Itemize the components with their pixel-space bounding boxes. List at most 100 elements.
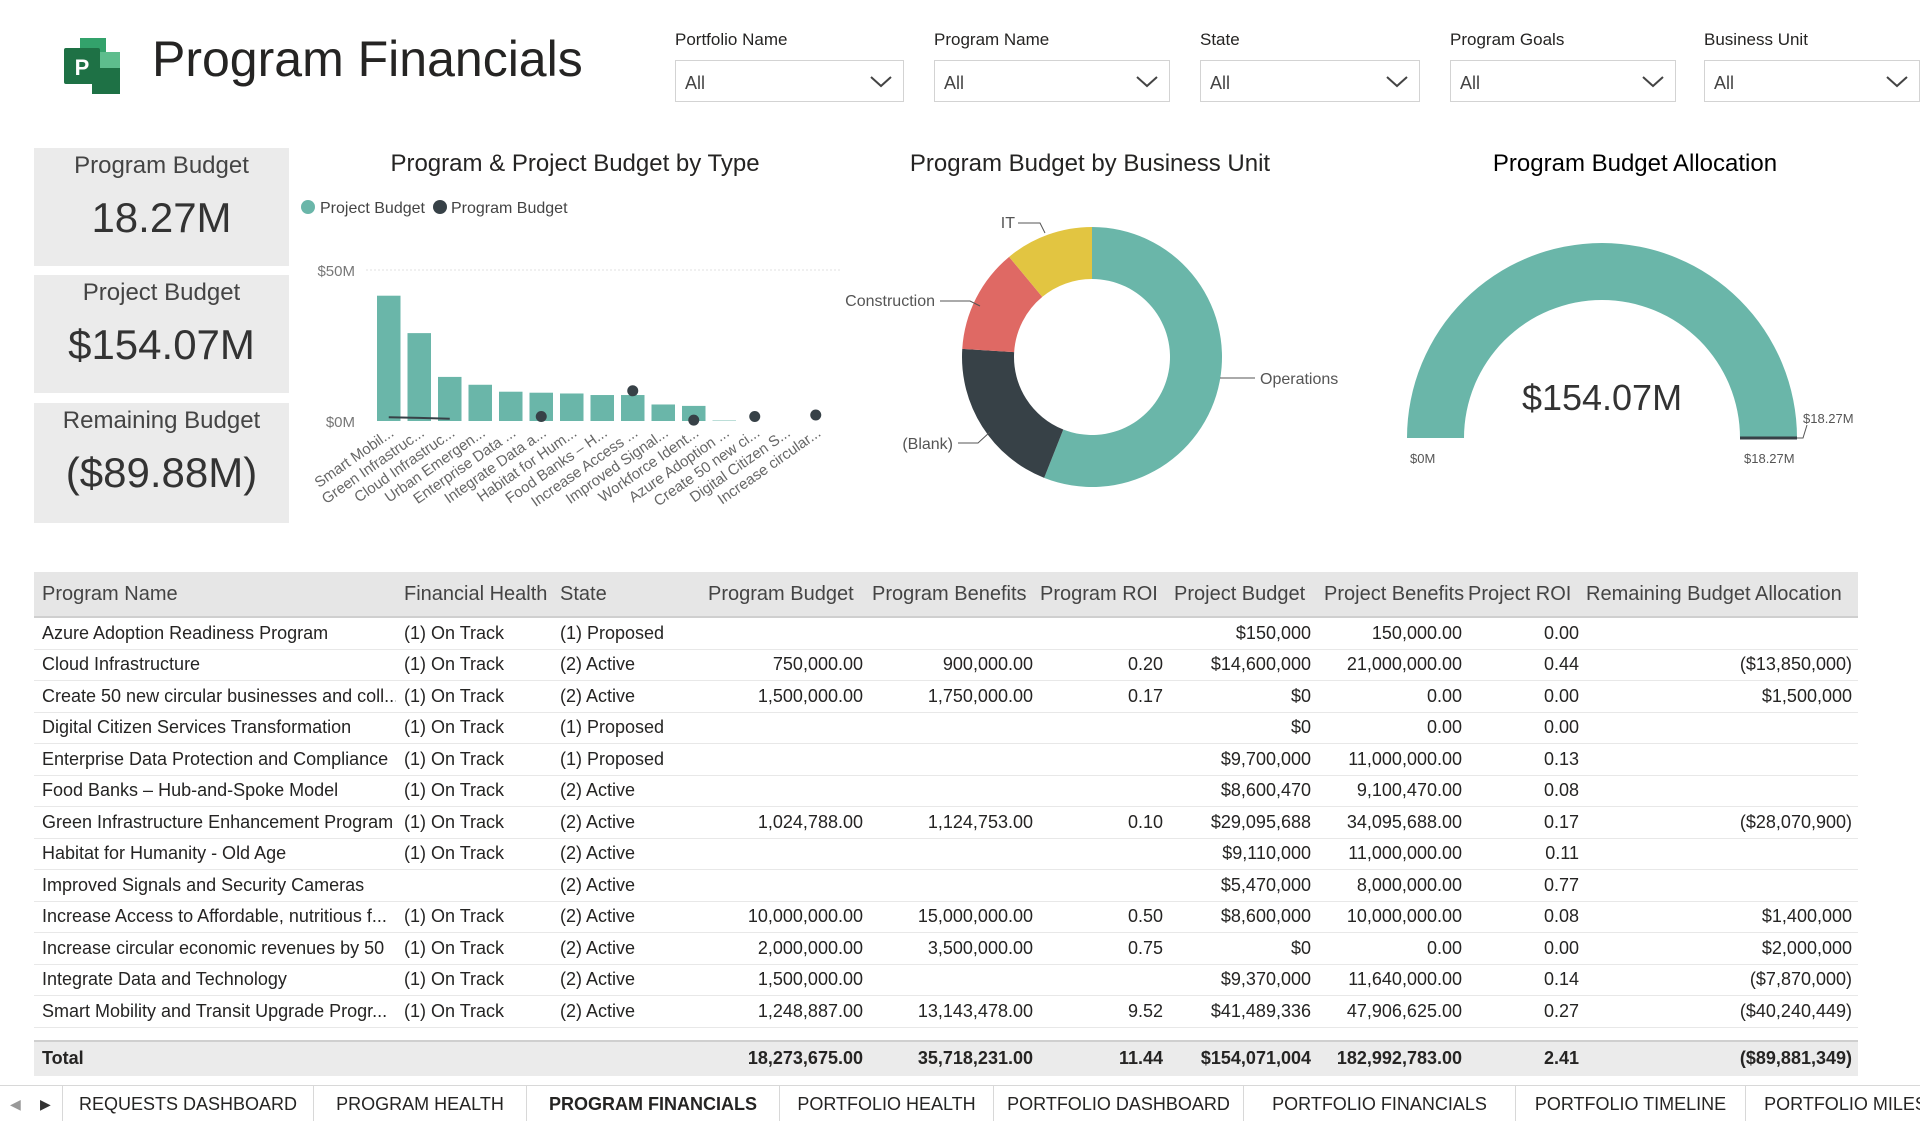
cell-program-name: Increase circular economic revenues by 5… [42,937,385,958]
cell-program-roi [1040,839,1163,870]
gauge-target-leader [1797,424,1808,439]
bar-project-budget[interactable] [499,391,523,421]
bar-project-budget[interactable] [651,404,676,421]
program-name-dropdown[interactable]: All [934,60,1170,102]
tab-requests-dashboard[interactable]: REQUESTS DASHBOARD [62,1086,314,1121]
cell-project-benefits: 150,000.00 [1371,622,1462,643]
point-program-budget[interactable] [749,410,761,422]
chevron-left-icon[interactable]: ◀ [10,1096,21,1112]
point-program-budget[interactable] [688,414,700,426]
chevron-right-icon[interactable]: ▶ [40,1096,51,1112]
dropdown-value: All [1210,73,1231,93]
slicer-business-unit: Business Unit All [1704,30,1920,102]
column-header-program-name[interactable]: Program Name [42,582,178,605]
cell-remaining-budget-allocation: $1,500,000 [1761,685,1852,706]
cell-project-benefits: 0.00 [1426,717,1462,738]
cell-remaining-budget-allocation [1586,618,1852,649]
tab-program-financials[interactable]: PROGRAM FINANCIALS [527,1086,780,1121]
cell-project-roi: 0.77 [1543,874,1579,895]
table-row[interactable]: Smart Mobility and Transit Upgrade Progr… [34,996,1858,1028]
table-row[interactable]: Cloud Infrastructure (1) On Track (2) Acti… [34,650,1858,681]
cell-state: (2) Active [560,843,636,864]
point-program-budget[interactable] [535,410,547,422]
column-header-state[interactable]: State [560,582,607,605]
bar-project-budget[interactable] [438,376,462,421]
column-header-program-budget[interactable]: Program Budget [708,582,854,605]
bar-project-budget[interactable] [560,393,584,421]
slicer-label: State [1200,30,1240,49]
table-row[interactable]: Create 50 new circular businesses and co… [34,681,1858,713]
table-row[interactable]: Food Banks – Hub-and-Spoke Model (1) On T… [34,776,1858,807]
bar-project-budget[interactable] [377,295,401,421]
donut-slice-it[interactable] [1009,227,1092,297]
donut-slice-construction[interactable] [962,256,1043,353]
gauge-chart-title: Program Budget Allocation [1492,150,1778,177]
legend-project-marker [301,200,315,214]
portfolio-name-dropdown[interactable]: All [675,60,904,102]
cell-program-budget: 1,500,000.00 [757,969,863,990]
tab-portfolio-financials[interactable]: PORTFOLIO FINANCIALS [1244,1086,1516,1121]
tab-portfolio-miles[interactable]: PORTFOLIO MILES [1746,1086,1920,1121]
point-program-budget[interactable] [810,409,822,421]
chevron-down-icon [1386,76,1408,88]
tab-portfolio-timeline[interactable]: PORTFOLIO TIMELINE [1516,1086,1746,1121]
table-row[interactable]: Habitat for Humanity - Old Age (1) On Tra… [34,839,1858,870]
table-row[interactable]: Enterprise Data Protection and Complianc… [34,744,1858,776]
column-header-project-benefits[interactable]: Project Benefits [1324,582,1465,605]
cell-program-budget: 10,000,000.00 [747,906,863,927]
table-row[interactable]: Green Infrastructure Enhancement Program… [34,807,1858,839]
column-header-project-budget[interactable]: Project Budget [1174,582,1306,605]
y-tick-top: $50M [317,263,355,280]
bar-project-budget[interactable] [407,333,432,421]
card-label: Project Budget [82,279,241,306]
column-header-program-roi[interactable]: Program ROI [1040,582,1158,605]
bar-project-budget[interactable] [468,384,493,421]
donut-slice-operations[interactable] [1044,227,1222,487]
column-header-financial-health[interactable]: Financial Health [404,582,548,605]
cell-state: (1) Proposed [560,717,665,738]
business-unit-dropdown[interactable]: All [1704,60,1920,102]
financials-table[interactable]: Program Name Financial Health State Program… [34,572,1858,1076]
state-dropdown[interactable]: All [1200,60,1420,102]
point-program-budget[interactable] [627,385,639,397]
card-label: Program Budget [74,152,249,179]
cell-project-benefits: 9,100,470.00 [1356,780,1462,801]
column-header-project-roi[interactable]: Project ROI [1468,582,1572,605]
cell-financial-health: (1) On Track [404,654,505,675]
cell-program-budget: 1,024,788.00 [757,811,863,832]
table-row[interactable]: Increase circular economic revenues by 5… [34,933,1858,965]
cell-project-benefits: 10,000,000.00 [1346,906,1462,927]
table-row[interactable]: Integrate Data and Technology (1) On Trac… [34,965,1858,996]
table-row[interactable]: Azure Adoption Readiness Program (1) On T… [34,618,1858,650]
cell-project-benefits: 21,000,000.00 [1346,654,1462,675]
cell-project-benefits: 11,640,000.00 [1348,969,1462,990]
gauge-chart[interactable]: $154.07M $0M $18.27M $18.27M [1390,220,1880,480]
tab-portfolio-health[interactable]: PORTFOLIO HEALTH [780,1086,994,1121]
cell-program-name: Digital Citizen Services Transformation [42,717,352,738]
bar-project-budget[interactable] [590,395,615,421]
bar-project-budget[interactable] [621,395,645,421]
column-header-remaining-budget-allocation[interactable]: Remaining Budget Allocation [1586,582,1842,605]
bar-project-budget[interactable] [682,405,706,421]
tab-program-health[interactable]: PROGRAM HEALTH [314,1086,527,1121]
table-row[interactable]: Improved Signals and Security Cameras (2)… [34,870,1858,902]
column-header-program-benefits[interactable]: Program Benefits [872,582,1027,605]
bar-project-budget[interactable] [529,392,554,421]
slicer-label: Program Goals [1450,30,1565,49]
svg-text:P: P [75,55,90,80]
table-row[interactable]: Digital Citizen Services Transformation (… [34,713,1858,744]
legend-program-marker [433,200,447,214]
cell-project-roi: 0.00 [1543,685,1579,706]
tab-portfolio-dashboard[interactable]: PORTFOLIO DASHBOARD [994,1086,1244,1121]
donut-chart[interactable]: IT Construction Operations (Blank) [840,200,1360,510]
table-row[interactable]: Increase Access to Affordable, nutritiou… [34,902,1858,933]
cell-remaining-budget-allocation: ($13,850,000) [1739,654,1852,675]
project-logo-icon: P [64,38,120,94]
program-goals-dropdown[interactable]: All [1450,60,1676,102]
donut-slice-blank[interactable] [962,348,1064,478]
bar-chart-title: Program & Project Budget by Type [390,150,760,177]
cell-state: (2) Active [560,969,636,990]
gauge-target-label: $18.27M [1803,411,1854,426]
cell-project-roi: 0.27 [1543,1000,1579,1021]
bar-chart[interactable]: Project Budget Program Budget $50M $0M S… [295,190,855,530]
